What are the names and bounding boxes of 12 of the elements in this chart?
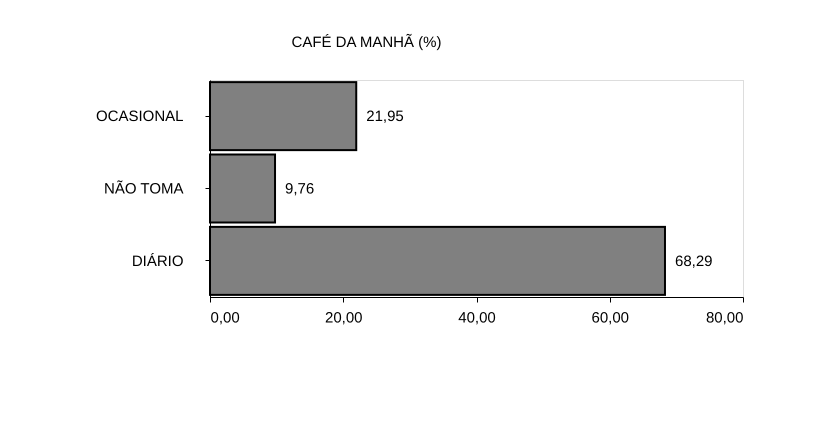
data-label: 68,29	[674, 252, 713, 270]
data-label: 21,95	[366, 108, 404, 126]
y-tick-label: OCASIONAL	[96, 108, 184, 126]
data-label: 9,76	[285, 180, 314, 198]
x-tick-label: 60,00	[591, 310, 630, 326]
x-tick-label: 20,00	[324, 310, 363, 326]
x-tick-label: 40,00	[458, 310, 496, 326]
y-tick-label: DIÁRIO	[132, 252, 184, 270]
x-tick-label: 80,00	[706, 310, 744, 326]
chart-title: CAFÉ DA MANHÃ (%)	[291, 33, 442, 51]
x-tick-label: 0,00	[210, 310, 240, 326]
y-tick-label: NÃO TOMA	[104, 180, 184, 198]
